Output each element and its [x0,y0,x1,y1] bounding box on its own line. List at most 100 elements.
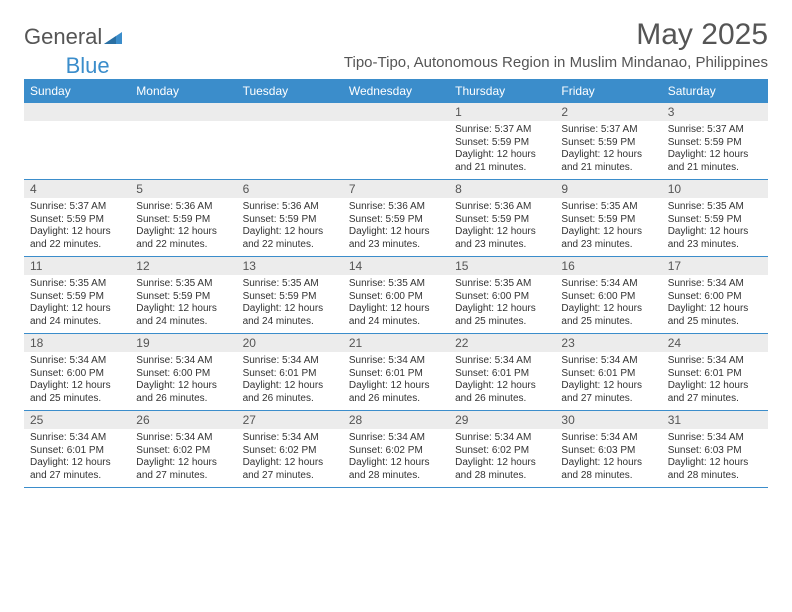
sunrise-text: Sunrise: 5:34 AM [243,432,337,445]
day-cell: 10Sunrise: 5:35 AMSunset: 5:59 PMDayligh… [662,180,768,256]
location-subtitle: Tipo-Tipo, Autonomous Region in Muslim M… [344,54,768,71]
day-details: Sunrise: 5:34 AMSunset: 6:01 PMDaylight:… [449,352,555,410]
day-number: 17 [662,257,768,275]
day-details: Sunrise: 5:35 AMSunset: 6:00 PMDaylight:… [449,275,555,333]
day-cell: 30Sunrise: 5:34 AMSunset: 6:03 PMDayligh… [555,411,661,487]
calendar-page: General May 2025 GenBlue Tipo-Tipo, Auto… [0,0,792,498]
daylight-text: Daylight: 12 hours and 28 minutes. [349,457,443,482]
sunrise-text: Sunrise: 5:34 AM [455,432,549,445]
day-number: 16 [555,257,661,275]
day-details: Sunrise: 5:35 AMSunset: 5:59 PMDaylight:… [237,275,343,333]
daylight-text: Daylight: 12 hours and 27 minutes. [136,457,230,482]
header-row: General May 2025 [24,18,768,52]
daylight-text: Daylight: 12 hours and 23 minutes. [455,226,549,251]
day-cell [343,103,449,179]
day-number: 18 [24,334,130,352]
brand-blue: Blue [66,53,110,79]
day-details [24,121,130,179]
day-cell: 27Sunrise: 5:34 AMSunset: 6:02 PMDayligh… [237,411,343,487]
sunrise-text: Sunrise: 5:35 AM [243,278,337,291]
day-cell: 24Sunrise: 5:34 AMSunset: 6:01 PMDayligh… [662,334,768,410]
daylight-text: Daylight: 12 hours and 25 minutes. [561,303,655,328]
day-number [343,103,449,121]
day-number: 4 [24,180,130,198]
day-number: 19 [130,334,236,352]
sunset-text: Sunset: 5:59 PM [349,214,443,227]
day-cell: 20Sunrise: 5:34 AMSunset: 6:01 PMDayligh… [237,334,343,410]
day-details: Sunrise: 5:36 AMSunset: 5:59 PMDaylight:… [237,198,343,256]
sunset-text: Sunset: 6:01 PM [561,368,655,381]
day-cell: 14Sunrise: 5:35 AMSunset: 6:00 PMDayligh… [343,257,449,333]
weekday-monday: Monday [130,79,236,103]
day-number [24,103,130,121]
day-cell: 15Sunrise: 5:35 AMSunset: 6:00 PMDayligh… [449,257,555,333]
day-cell [24,103,130,179]
day-details: Sunrise: 5:37 AMSunset: 5:59 PMDaylight:… [449,121,555,179]
daylight-text: Daylight: 12 hours and 22 minutes. [243,226,337,251]
daylight-text: Daylight: 12 hours and 24 minutes. [30,303,124,328]
day-number: 24 [662,334,768,352]
day-details: Sunrise: 5:35 AMSunset: 5:59 PMDaylight:… [662,198,768,256]
sunrise-text: Sunrise: 5:35 AM [349,278,443,291]
daylight-text: Daylight: 12 hours and 28 minutes. [455,457,549,482]
daylight-text: Daylight: 12 hours and 26 minutes. [455,380,549,405]
day-details: Sunrise: 5:34 AMSunset: 6:02 PMDaylight:… [449,429,555,487]
daylight-text: Daylight: 12 hours and 25 minutes. [455,303,549,328]
day-cell: 25Sunrise: 5:34 AMSunset: 6:01 PMDayligh… [24,411,130,487]
day-details [237,121,343,179]
sunrise-text: Sunrise: 5:34 AM [136,432,230,445]
sunrise-text: Sunrise: 5:34 AM [30,355,124,368]
daylight-text: Daylight: 12 hours and 22 minutes. [30,226,124,251]
calendar-grid: Sunday Monday Tuesday Wednesday Thursday… [24,79,768,488]
sunset-text: Sunset: 5:59 PM [136,214,230,227]
day-cell: 11Sunrise: 5:35 AMSunset: 5:59 PMDayligh… [24,257,130,333]
day-cell: 2Sunrise: 5:37 AMSunset: 5:59 PMDaylight… [555,103,661,179]
brand-logo: General [24,24,122,50]
day-details: Sunrise: 5:34 AMSunset: 6:03 PMDaylight:… [555,429,661,487]
daylight-text: Daylight: 12 hours and 22 minutes. [136,226,230,251]
day-number: 2 [555,103,661,121]
sunset-text: Sunset: 6:00 PM [455,291,549,304]
sunrise-text: Sunrise: 5:34 AM [349,432,443,445]
weekday-thursday: Thursday [449,79,555,103]
sunset-text: Sunset: 6:03 PM [561,445,655,458]
sunset-text: Sunset: 6:00 PM [136,368,230,381]
day-number: 9 [555,180,661,198]
sunrise-text: Sunrise: 5:35 AM [668,201,762,214]
day-number: 14 [343,257,449,275]
day-number: 25 [24,411,130,429]
day-number: 7 [343,180,449,198]
day-number: 10 [662,180,768,198]
day-cell: 18Sunrise: 5:34 AMSunset: 6:00 PMDayligh… [24,334,130,410]
sunset-text: Sunset: 6:02 PM [243,445,337,458]
day-cell [130,103,236,179]
day-cell: 21Sunrise: 5:34 AMSunset: 6:01 PMDayligh… [343,334,449,410]
day-cell: 7Sunrise: 5:36 AMSunset: 5:59 PMDaylight… [343,180,449,256]
day-details: Sunrise: 5:36 AMSunset: 5:59 PMDaylight:… [449,198,555,256]
day-details: Sunrise: 5:34 AMSunset: 6:02 PMDaylight:… [343,429,449,487]
weekday-saturday: Saturday [662,79,768,103]
sunrise-text: Sunrise: 5:34 AM [455,355,549,368]
day-details: Sunrise: 5:35 AMSunset: 6:00 PMDaylight:… [343,275,449,333]
day-cell: 31Sunrise: 5:34 AMSunset: 6:03 PMDayligh… [662,411,768,487]
sunrise-text: Sunrise: 5:34 AM [349,355,443,368]
day-number: 1 [449,103,555,121]
daylight-text: Daylight: 12 hours and 27 minutes. [30,457,124,482]
sunrise-text: Sunrise: 5:34 AM [668,278,762,291]
daylight-text: Daylight: 12 hours and 24 minutes. [136,303,230,328]
week-row: 1Sunrise: 5:37 AMSunset: 5:59 PMDaylight… [24,103,768,180]
day-number: 27 [237,411,343,429]
day-cell [237,103,343,179]
daylight-text: Daylight: 12 hours and 26 minutes. [136,380,230,405]
sunset-text: Sunset: 5:59 PM [30,214,124,227]
sunset-text: Sunset: 5:59 PM [668,214,762,227]
day-details: Sunrise: 5:34 AMSunset: 6:01 PMDaylight:… [237,352,343,410]
day-details: Sunrise: 5:36 AMSunset: 5:59 PMDaylight:… [343,198,449,256]
day-number: 5 [130,180,236,198]
day-number: 21 [343,334,449,352]
day-number: 15 [449,257,555,275]
week-row: 11Sunrise: 5:35 AMSunset: 5:59 PMDayligh… [24,257,768,334]
daylight-text: Daylight: 12 hours and 25 minutes. [30,380,124,405]
week-row: 4Sunrise: 5:37 AMSunset: 5:59 PMDaylight… [24,180,768,257]
sunrise-text: Sunrise: 5:37 AM [561,124,655,137]
